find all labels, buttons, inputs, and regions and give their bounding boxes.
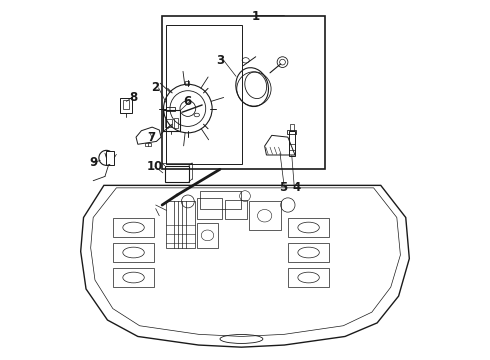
- Bar: [288, 267, 329, 287]
- Bar: [162, 16, 325, 169]
- Bar: [290, 124, 294, 131]
- Bar: [165, 119, 172, 127]
- Bar: [288, 217, 329, 237]
- Bar: [185, 81, 189, 85]
- Bar: [225, 200, 247, 219]
- Bar: [197, 223, 218, 248]
- Text: 1: 1: [252, 10, 260, 23]
- Bar: [174, 118, 178, 128]
- Bar: [197, 198, 222, 219]
- Text: 9: 9: [89, 156, 98, 169]
- Bar: [163, 110, 180, 131]
- Text: 6: 6: [184, 95, 192, 108]
- Text: 8: 8: [129, 91, 138, 104]
- Text: 3: 3: [216, 54, 224, 67]
- Bar: [167, 107, 175, 111]
- Bar: [248, 202, 281, 230]
- Bar: [123, 100, 129, 109]
- Text: 2: 2: [151, 81, 159, 94]
- Text: 5: 5: [279, 181, 288, 194]
- Bar: [287, 130, 296, 134]
- Bar: [145, 143, 151, 147]
- Bar: [120, 98, 132, 113]
- Bar: [166, 24, 243, 164]
- Bar: [106, 151, 114, 165]
- Text: 7: 7: [147, 131, 155, 144]
- Bar: [288, 243, 329, 262]
- Bar: [289, 131, 295, 156]
- Bar: [200, 191, 242, 208]
- Bar: [165, 166, 189, 182]
- Bar: [113, 243, 154, 262]
- Bar: [113, 267, 154, 287]
- Text: 4: 4: [293, 181, 301, 194]
- Bar: [113, 217, 154, 237]
- Text: 10: 10: [147, 160, 163, 173]
- Bar: [167, 202, 195, 248]
